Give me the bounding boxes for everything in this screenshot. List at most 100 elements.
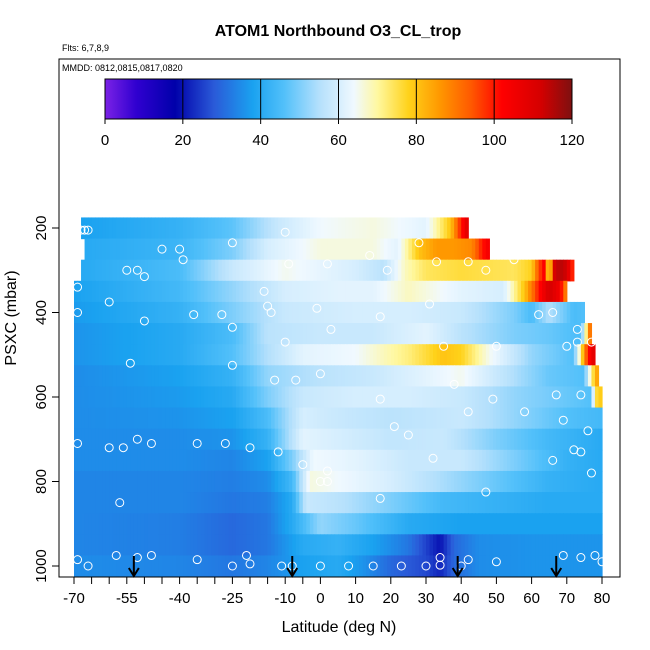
heatmap-cell <box>239 238 244 261</box>
heatmap-cell <box>454 513 459 535</box>
observation-point <box>315 477 325 486</box>
heatmap-cell <box>394 365 399 388</box>
heatmap-cell <box>570 470 575 493</box>
heatmap-cell <box>355 428 360 451</box>
heatmap-cell <box>369 407 374 430</box>
heatmap-cell <box>380 513 385 535</box>
heatmap-cell <box>468 344 473 366</box>
heatmap-cell <box>257 407 262 430</box>
heatmap-cell <box>485 238 490 261</box>
heatmap-cell <box>485 492 490 514</box>
colorbar: 0 20 40 60 80 100 120 <box>101 78 585 149</box>
heatmap-cell <box>587 492 593 514</box>
heatmap-cell <box>573 323 578 345</box>
heatmap-cell <box>429 449 434 472</box>
heatmap-cell <box>556 301 561 324</box>
heatmap-cell <box>221 365 226 388</box>
heatmap-cell <box>436 513 441 535</box>
heatmap-cell <box>299 344 304 366</box>
heatmap-cell <box>306 407 311 430</box>
heatmap-cell <box>471 555 476 578</box>
heatmap-cell <box>587 323 593 345</box>
heatmap-cell <box>447 301 452 324</box>
heatmap-cell <box>77 344 82 366</box>
heatmap-cell <box>186 449 191 472</box>
heatmap-cell <box>383 470 388 493</box>
heatmap-cell <box>524 344 529 366</box>
heatmap-cell <box>471 513 476 535</box>
heatmap-cell <box>176 365 181 388</box>
heatmap-cell <box>352 365 357 388</box>
heatmap-cell <box>193 513 198 535</box>
heatmap-cell <box>566 386 571 409</box>
heatmap-cell <box>506 449 512 472</box>
heatmap-cell <box>408 238 413 261</box>
heatmap-cell <box>95 217 100 240</box>
heatmap-cell <box>218 449 223 472</box>
heatmap-cell <box>197 217 202 240</box>
heatmap-cell <box>461 555 466 578</box>
heatmap-cell <box>204 555 209 578</box>
heatmap-cell <box>376 365 381 388</box>
heatmap-cell <box>239 323 244 345</box>
heatmap-cell <box>133 513 138 535</box>
heatmap-cell <box>464 301 469 324</box>
heatmap-cell <box>591 365 596 388</box>
heatmap-cell <box>130 323 135 345</box>
heatmap-cell <box>295 428 300 451</box>
observation-point <box>280 227 290 237</box>
heatmap-cell <box>362 492 367 514</box>
heatmap-cell <box>211 407 216 430</box>
heatmap-cell <box>552 365 557 388</box>
heatmap-cell <box>535 280 540 303</box>
heatmap-cell <box>214 449 219 472</box>
heatmap-cell <box>169 555 174 578</box>
heatmap-cell <box>84 513 89 535</box>
heatmap-cell <box>559 449 564 472</box>
heatmap-cell <box>267 365 272 388</box>
heatmap-cell <box>404 217 409 240</box>
heatmap-cell <box>552 344 557 366</box>
heatmap-cell <box>285 365 290 388</box>
observation-point <box>548 455 558 465</box>
heatmap-cell <box>580 301 585 324</box>
heatmap-cell <box>426 470 431 493</box>
heatmap-cell <box>126 470 131 493</box>
heatmap-cell <box>200 301 205 324</box>
heatmap-cell <box>288 301 293 324</box>
heatmap-cell <box>506 280 512 303</box>
heatmap-cell <box>165 555 170 578</box>
heatmap-cell <box>176 301 181 324</box>
heatmap-cell <box>535 428 540 451</box>
heatmap-cell <box>84 323 89 345</box>
heatmap-cell <box>197 386 202 409</box>
heatmap-cell <box>426 386 431 409</box>
heatmap-cell <box>88 259 93 282</box>
heatmap-cell <box>123 365 128 388</box>
heatmap-cell <box>482 428 487 451</box>
heatmap-cell <box>566 301 571 324</box>
heatmap-cell <box>109 492 114 514</box>
x-tick-label: 50 <box>488 590 505 607</box>
heatmap-cell <box>334 238 339 261</box>
observation-point <box>322 466 332 476</box>
heatmap-cell <box>492 470 497 493</box>
heatmap-cell <box>74 407 79 430</box>
heatmap-cell <box>594 386 600 409</box>
heatmap-cell <box>376 534 381 557</box>
heatmap-cell <box>443 280 448 303</box>
heatmap-cell <box>394 492 399 514</box>
heatmap-cell <box>355 217 360 240</box>
heatmap-cell <box>397 301 402 324</box>
heatmap-cell <box>376 492 381 514</box>
heatmap-cell <box>260 238 265 261</box>
heatmap-cell <box>408 428 413 451</box>
heatmap-cell <box>186 301 191 324</box>
heatmap-cell <box>267 238 272 261</box>
heatmap-cell <box>162 323 167 345</box>
heatmap-cell <box>447 386 452 409</box>
heatmap-cell <box>426 301 431 324</box>
heatmap-cell <box>250 301 255 324</box>
heatmap-cell <box>271 280 276 303</box>
heatmap-cell <box>591 344 596 366</box>
